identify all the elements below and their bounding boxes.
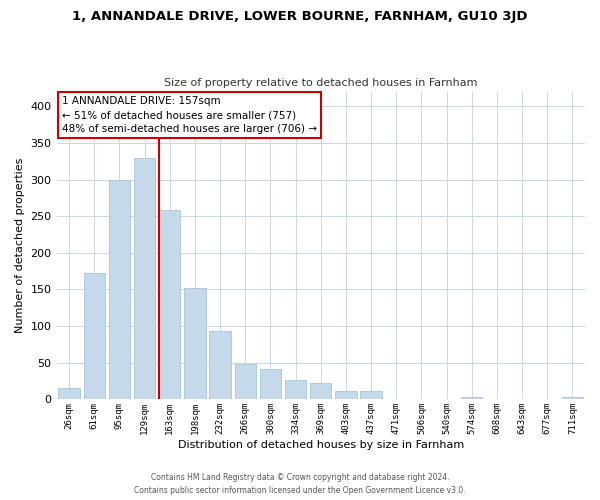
Bar [134, 158, 155, 400]
Text: Contains HM Land Registry data © Crown copyright and database right 2024.
Contai: Contains HM Land Registry data © Crown c… [134, 474, 466, 495]
Bar [335, 390, 356, 400]
Bar [310, 384, 331, 400]
Y-axis label: Number of detached properties: Number of detached properties [15, 158, 25, 333]
Bar [184, 288, 206, 400]
Bar [562, 397, 583, 400]
Bar [58, 388, 80, 400]
Text: 1 ANNANDALE DRIVE: 157sqm
← 51% of detached houses are smaller (757)
48% of semi: 1 ANNANDALE DRIVE: 157sqm ← 51% of detac… [62, 96, 317, 134]
Bar [159, 210, 181, 400]
Bar [260, 368, 281, 400]
Bar [209, 331, 231, 400]
Bar [461, 397, 482, 400]
X-axis label: Distribution of detached houses by size in Farnham: Distribution of detached houses by size … [178, 440, 464, 450]
Title: Size of property relative to detached houses in Farnham: Size of property relative to detached ho… [164, 78, 478, 88]
Bar [235, 364, 256, 400]
Bar [109, 180, 130, 400]
Text: 1, ANNANDALE DRIVE, LOWER BOURNE, FARNHAM, GU10 3JD: 1, ANNANDALE DRIVE, LOWER BOURNE, FARNHA… [72, 10, 528, 23]
Bar [361, 392, 382, 400]
Bar [285, 380, 307, 400]
Bar [83, 274, 105, 400]
